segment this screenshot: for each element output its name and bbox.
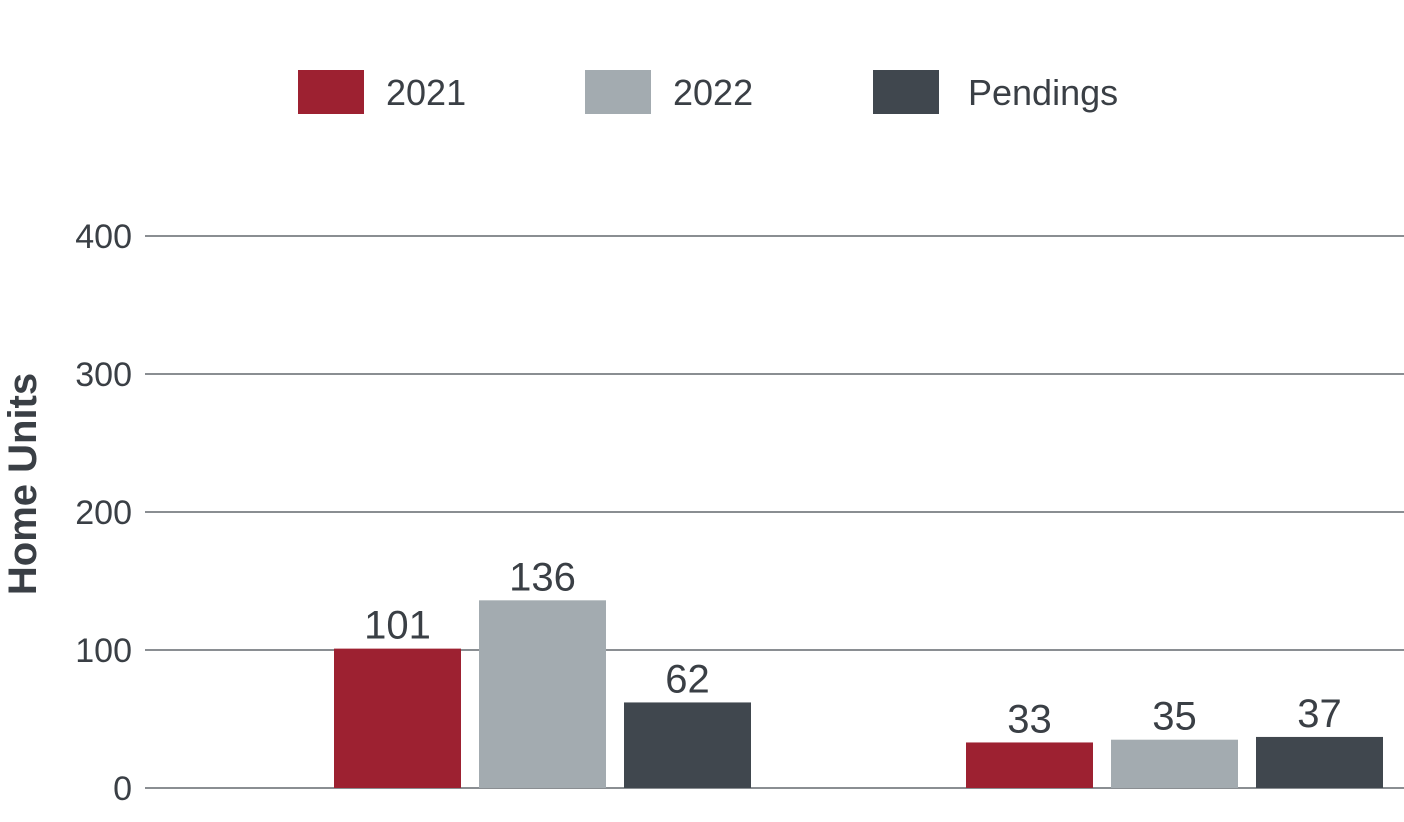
y-tick-label-200: 200 xyxy=(75,494,132,532)
y-tick-label-0: 0 xyxy=(113,770,132,808)
y-tick-label-400: 400 xyxy=(75,218,132,256)
data-labels: 101 33 136 35 62 37 xyxy=(364,555,1342,741)
bar-2022-group-2 xyxy=(1111,739,1238,788)
legend-label-pendings: Pendings xyxy=(968,72,1118,113)
data-label-2022-group-1: 136 xyxy=(509,555,576,599)
legend-swatch-2022 xyxy=(585,70,651,114)
y-tick-label-100: 100 xyxy=(75,632,132,670)
gridlines xyxy=(145,235,1404,789)
data-label-2022-group-2: 35 xyxy=(1152,695,1197,739)
bar-2021-group-1 xyxy=(334,648,461,788)
data-label-2021-group-2: 33 xyxy=(1007,697,1052,741)
data-label-pendings-group-2: 37 xyxy=(1297,692,1342,736)
legend-swatch-pendings xyxy=(873,70,939,114)
legend: 2021 2022 Pendings xyxy=(298,70,1118,114)
bar-2021-group-2 xyxy=(966,742,1093,788)
bar-2022-group-1 xyxy=(479,600,606,788)
y-tick-labels: 0 100 200 300 400 xyxy=(75,218,132,808)
y-axis-title: Home Units xyxy=(1,373,45,595)
bar-pendings-group-2 xyxy=(1256,736,1383,788)
bars xyxy=(334,600,1383,788)
legend-label-2021: 2021 xyxy=(386,72,466,113)
legend-swatch-2021 xyxy=(298,70,364,114)
y-tick-label-300: 300 xyxy=(75,356,132,394)
data-label-pendings-group-1: 62 xyxy=(665,657,710,701)
bar-pendings-group-1 xyxy=(624,702,751,788)
legend-label-2022: 2022 xyxy=(673,72,753,113)
data-label-2021-group-1: 101 xyxy=(364,604,431,648)
